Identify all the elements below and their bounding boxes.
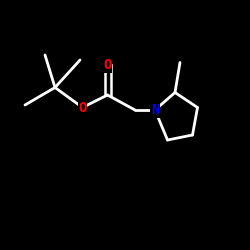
Text: N: N — [151, 103, 159, 117]
Text: O: O — [103, 58, 112, 72]
Text: O: O — [78, 100, 87, 114]
